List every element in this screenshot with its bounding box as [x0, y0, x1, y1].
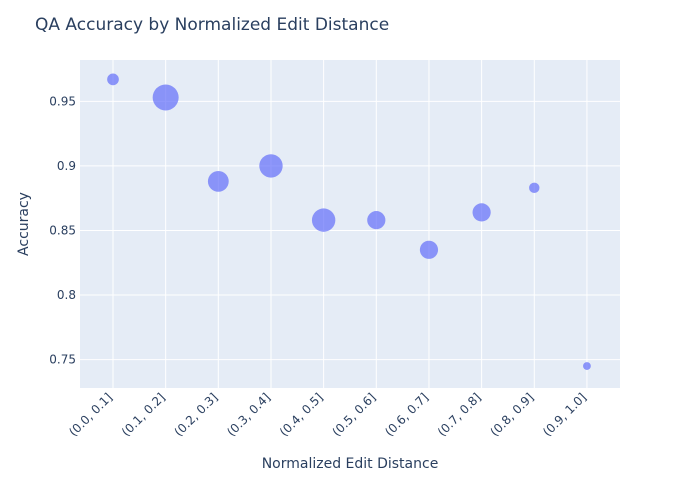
y-tick-label: 0.9	[57, 159, 76, 173]
x-axis-ticks: (0.0, 0.1] (0.1, 0.2] (0.2, 0.3] (0.3, 0.4]…	[66, 390, 589, 439]
data-point	[419, 240, 439, 259]
data-point	[529, 182, 540, 194]
data-points	[107, 73, 591, 370]
data-point	[207, 170, 229, 192]
plot-area	[80, 60, 620, 388]
data-point	[367, 211, 386, 230]
x-tick-label: (0.0, 0.1]	[66, 390, 115, 439]
x-tick-label: (0.7, 0.8]	[435, 390, 484, 439]
data-point	[472, 203, 491, 222]
y-tick-label: 0.8	[57, 288, 76, 302]
y-axis-label: Accuracy	[16, 192, 32, 256]
data-point	[107, 73, 119, 86]
x-axis-label: Normalized Edit Distance	[262, 456, 439, 472]
chart-title: QA Accuracy by Normalized Edit Distance	[35, 15, 389, 35]
data-point	[311, 208, 336, 232]
data-point	[259, 154, 283, 178]
x-tick-label: (0.9, 1.0]	[540, 390, 589, 439]
data-point	[583, 362, 591, 370]
x-tick-label: (0.6, 0.7]	[382, 390, 431, 439]
x-tick-label: (0.8, 0.9]	[487, 390, 536, 439]
y-tick-label: 0.95	[49, 94, 76, 108]
grid	[80, 60, 620, 388]
y-tick-label: 0.75	[49, 353, 76, 367]
x-tick-label: (0.5, 0.6]	[330, 390, 379, 439]
x-tick-label: (0.3, 0.4]	[224, 390, 273, 439]
y-axis-ticks: 0.75 0.8 0.85 0.9 0.95	[49, 94, 76, 366]
data-point	[152, 84, 179, 111]
x-tick-label: (0.4, 0.5]	[277, 390, 326, 439]
x-tick-label: (0.1, 0.2]	[119, 390, 168, 439]
y-tick-label: 0.85	[49, 223, 76, 237]
x-tick-label: (0.2, 0.3]	[172, 390, 221, 439]
